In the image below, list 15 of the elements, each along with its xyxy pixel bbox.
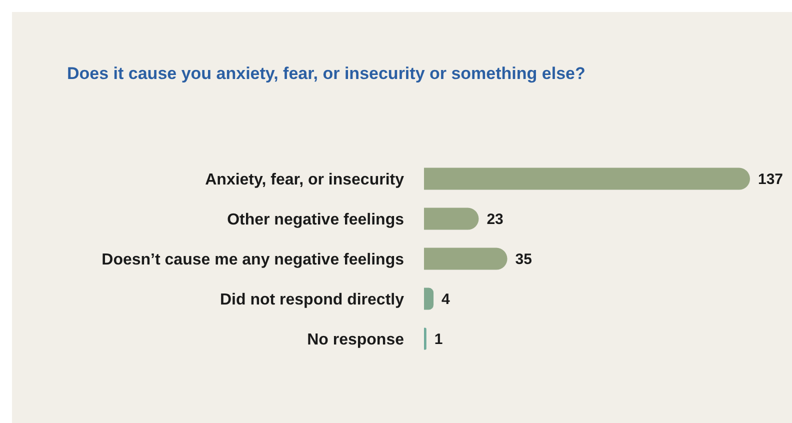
bar [424, 208, 479, 230]
y-tick-label: Other negative feelings [227, 212, 404, 229]
data-label: 35 [515, 251, 532, 268]
y-tick-label: Anxiety, fear, or insecurity [205, 172, 404, 189]
data-label: 23 [486, 211, 504, 228]
chart-title: Does it cause you anxiety, fear, or insecurity or something else? [67, 64, 586, 84]
bar [424, 168, 750, 190]
y-tick-label: Doesn’t cause me any negative feelings [102, 252, 404, 269]
data-label: 1 [434, 331, 443, 348]
y-tick-label: No response [307, 332, 404, 349]
data-label: 4 [442, 291, 451, 308]
bar [424, 288, 434, 310]
data-label: 137 [758, 171, 784, 188]
y-tick-label: Did not respond directly [220, 292, 404, 309]
bar [424, 248, 508, 270]
